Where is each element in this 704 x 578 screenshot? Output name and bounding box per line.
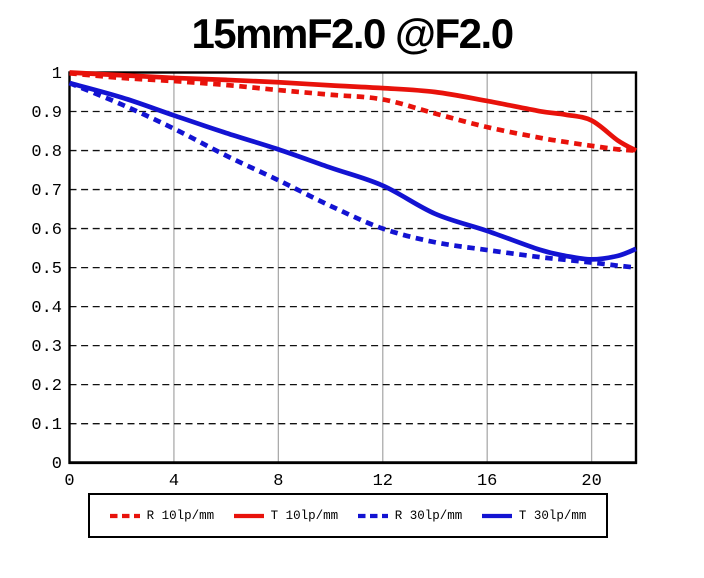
x-tick-label: 0 (64, 472, 74, 491)
x-tick-label: 8 (273, 472, 283, 491)
legend-label: T 10lp/mm (270, 508, 339, 523)
x-tick-label: 16 (477, 472, 497, 491)
legend-label: R 30lp/mm (394, 508, 463, 523)
legend-label: T 30lp/mm (518, 508, 587, 523)
y-tick-label: 0.6 (31, 221, 62, 240)
legend-item-r-30lp-mm: R 30lp/mm (357, 508, 463, 523)
y-tick-label: 0.5 (31, 260, 62, 279)
x-tick-label: 20 (581, 472, 601, 491)
chart-legend: R 10lp/mm T 10lp/mm R 30lp/mm T 30lp/mm (88, 493, 608, 538)
curve-t-30lp-mm (68, 80, 637, 262)
y-tick-label: 1 (52, 65, 62, 84)
y-tick-label: 0.1 (31, 416, 62, 435)
legend-item-t-30lp-mm: T 30lp/mm (481, 508, 587, 523)
legend-item-r-10lp-mm: R 10lp/mm (109, 508, 215, 523)
y-tick-label: 0 (52, 455, 62, 474)
solid-line-sample-icon (233, 513, 264, 518)
x-tick-label: 4 (169, 472, 179, 491)
y-tick-label: 0.2 (31, 377, 62, 396)
x-tick-labels: 0 4 8 12 16 20 (64, 472, 601, 491)
dashed-line-sample-icon (357, 513, 388, 518)
solid-line-sample-icon (481, 513, 512, 518)
y-tick-label: 0.4 (31, 299, 62, 318)
curve-t-10lp-mm (69, 70, 638, 153)
curve-r-10lp-mm (69, 70, 637, 153)
y-tick-label: 0.8 (31, 143, 62, 162)
dashed-line-sample-icon (109, 513, 140, 518)
horizontal-gridlines (69, 110, 636, 425)
y-tick-label: 0.9 (31, 104, 62, 123)
x-tick-label: 12 (373, 472, 393, 491)
legend-label: R 10lp/mm (146, 508, 215, 523)
y-tick-label: 0.7 (31, 182, 62, 201)
legend-item-t-10lp-mm: T 10lp/mm (233, 508, 339, 523)
chart-title: 15mmF2.0 @F2.0 (191, 10, 514, 57)
y-tick-label: 0.3 (31, 338, 62, 357)
curves-layer (68, 70, 638, 270)
y-tick-labels: 0 0.1 0.2 0.3 0.4 0.5 0.6 0.7 0.8 0.9 1 (31, 65, 62, 474)
curve-r-30lp-mm (68, 80, 637, 270)
